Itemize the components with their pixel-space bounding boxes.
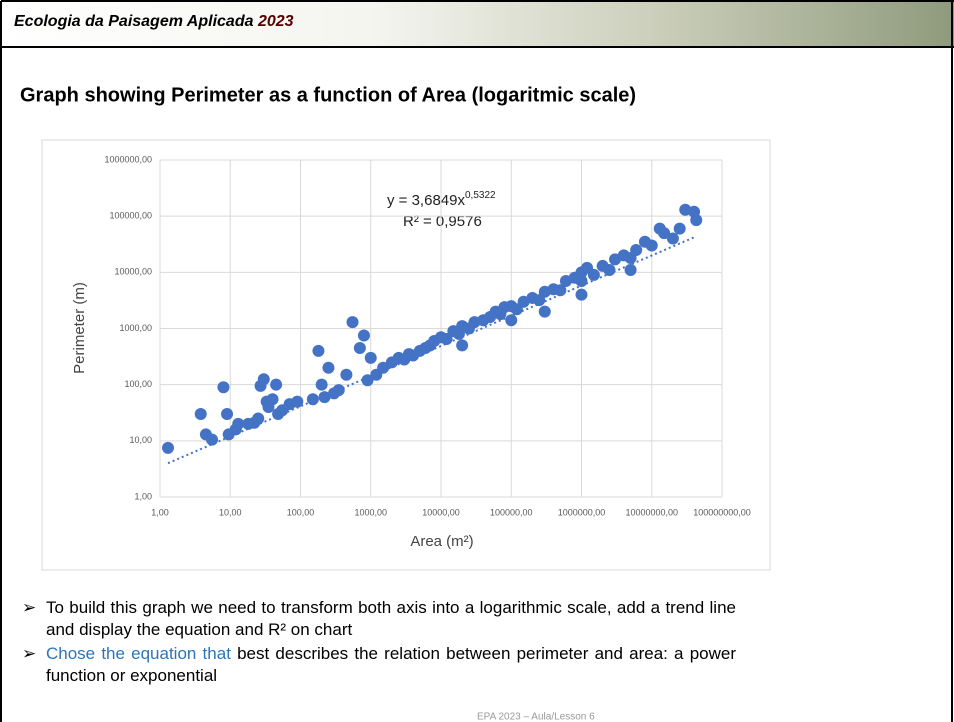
equation-text: y = 3,6849x — [387, 192, 465, 209]
footer: EPA 2023 – Aula/Lesson 6 — [477, 712, 595, 722]
point — [456, 339, 468, 351]
point — [252, 412, 264, 424]
point — [588, 269, 600, 281]
point — [646, 240, 658, 252]
y-tick-label: 1,00 — [134, 491, 152, 501]
point — [347, 316, 359, 328]
point — [312, 345, 324, 357]
x-tick-label: 10000000,00 — [625, 507, 678, 517]
point — [267, 393, 279, 405]
point — [340, 369, 352, 381]
x-tick-label: 100,00 — [287, 507, 315, 517]
point — [539, 306, 551, 318]
point — [365, 352, 377, 364]
point — [354, 342, 366, 354]
banner-title: Ecologia da Paisagem Aplicada 2023 — [14, 13, 294, 30]
y-tick-label: 10000,00 — [114, 267, 152, 277]
bullet: ➢Chose the equation that best describes … — [22, 643, 736, 687]
point — [221, 408, 233, 420]
point — [576, 289, 588, 301]
y-tick-label: 100000,00 — [109, 211, 152, 221]
point — [258, 373, 270, 385]
banner-title-text: Ecologia da Paisagem Aplicada — [14, 13, 254, 30]
point — [162, 442, 174, 454]
bullet: ➢To build this graph we need to transfor… — [22, 597, 736, 641]
heading: Graph showing Perimeter as a function of… — [20, 84, 636, 106]
point — [625, 264, 637, 276]
x-tick-label: 10000,00 — [422, 507, 460, 517]
y-tick-label: 100,00 — [124, 379, 152, 389]
point — [307, 393, 319, 405]
bullet-text: To build this graph we need to transform… — [46, 598, 736, 639]
banner-year: 2023 — [257, 13, 294, 30]
y-tick-label: 10,00 — [129, 435, 152, 445]
point — [322, 362, 334, 374]
slide: Ecologia da Paisagem Aplicada 2023 Graph… — [0, 0, 954, 722]
equation-exponent: 0,5322 — [465, 190, 496, 201]
point — [667, 233, 679, 245]
r-squared: R² = 0,9576 — [403, 213, 482, 230]
x-tick-label: 1,00 — [151, 507, 169, 517]
x-axis-title: Area (m²) — [410, 533, 473, 550]
point — [690, 214, 702, 226]
point — [630, 244, 642, 256]
x-tick-label: 100000000,00 — [693, 507, 751, 517]
point — [316, 379, 328, 391]
x-tick-label: 10,00 — [219, 507, 242, 517]
x-tick-label: 100000,00 — [490, 507, 533, 517]
y-tick-label: 1000000,00 — [104, 154, 152, 164]
point — [217, 381, 229, 393]
point — [195, 408, 207, 420]
point — [505, 314, 517, 326]
y-tick-label: 1000,00 — [119, 323, 152, 333]
x-tick-label: 1000000,00 — [558, 507, 606, 517]
bullet-highlight: Chose the equation that — [46, 644, 231, 663]
point — [206, 434, 218, 446]
point — [270, 379, 282, 391]
y-axis-title: Perimeter (m) — [71, 282, 88, 374]
point — [674, 223, 686, 235]
x-tick-label: 1000,00 — [354, 507, 387, 517]
point — [358, 330, 370, 342]
